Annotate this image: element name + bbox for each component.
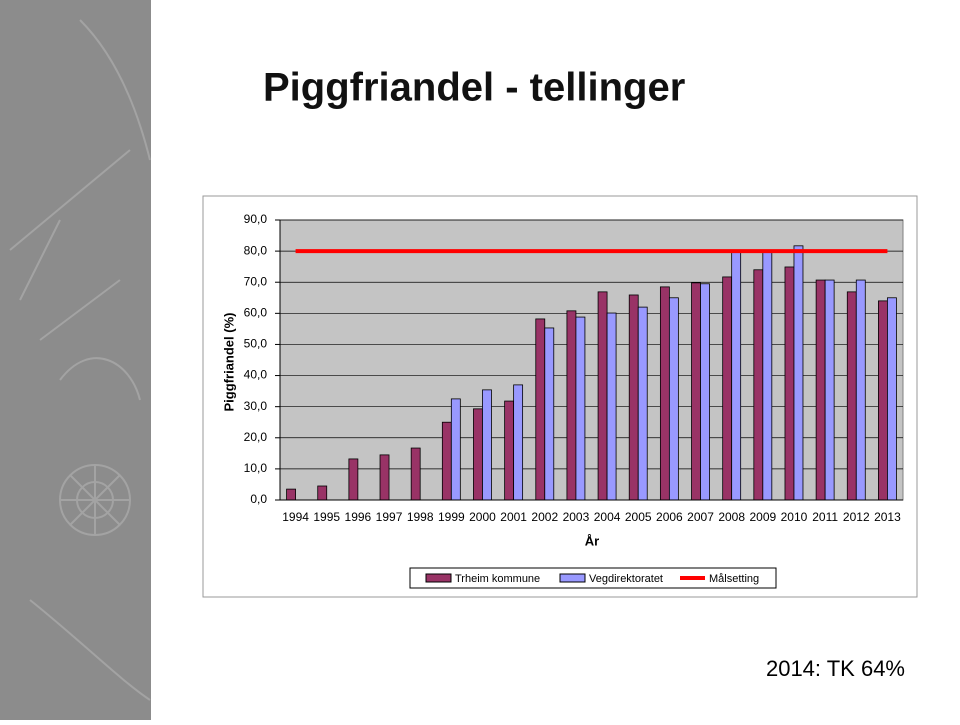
y-tick-label: 0,0 xyxy=(250,492,267,506)
x-tick-label: 2006 xyxy=(656,510,683,524)
x-tick-label: 2000 xyxy=(469,510,496,524)
bar xyxy=(441,421,452,501)
bar xyxy=(793,245,804,501)
bar xyxy=(628,294,639,501)
y-tick-label: 60,0 xyxy=(244,306,268,320)
x-tick-label: 1997 xyxy=(376,510,403,524)
x-tick-label: 1998 xyxy=(407,510,434,524)
bar xyxy=(597,291,608,501)
x-tick-label: 2007 xyxy=(687,510,714,524)
slide-title: Piggfriandel - tellinger xyxy=(263,66,685,110)
x-tick-label: 2005 xyxy=(625,510,652,524)
bar xyxy=(504,400,515,501)
bar xyxy=(878,300,888,501)
x-tick-label: 2003 xyxy=(563,510,590,524)
bar xyxy=(855,279,866,501)
y-axis-title: Piggfriandel (%) xyxy=(221,313,236,412)
bar xyxy=(691,282,701,501)
decor xyxy=(9,19,151,701)
x-tick-label: 1996 xyxy=(345,510,372,524)
y-tick-label: 90,0 xyxy=(244,212,268,226)
bar xyxy=(887,297,897,501)
legend-label: Vegdirektoratet xyxy=(589,573,663,585)
annotation: 2014: TK 64% xyxy=(766,656,905,681)
bar xyxy=(637,306,648,501)
y-tick-label: 30,0 xyxy=(244,399,268,413)
legend-label: Målsetting xyxy=(709,573,759,585)
x-tick-label: 1995 xyxy=(313,510,340,524)
bar xyxy=(846,291,857,501)
bar xyxy=(348,458,359,501)
bar xyxy=(535,318,546,501)
legend-swatch xyxy=(559,573,586,583)
legend-label: Trheim kommune xyxy=(455,573,540,585)
bar xyxy=(700,283,710,501)
bar xyxy=(762,250,773,501)
bar xyxy=(450,398,461,501)
bar xyxy=(544,327,555,501)
legend-swatch xyxy=(425,573,452,583)
bar xyxy=(317,485,328,501)
y-tick-label: 40,0 xyxy=(244,368,268,382)
bar xyxy=(410,447,421,501)
bar xyxy=(379,454,390,501)
x-tick-label: 2012 xyxy=(843,510,870,524)
bar xyxy=(575,316,586,501)
x-tick-label: 2011 xyxy=(812,510,838,524)
bar xyxy=(286,488,296,501)
y-tick-label: 80,0 xyxy=(244,243,268,257)
bar xyxy=(606,312,617,501)
y-tick-label: 10,0 xyxy=(244,461,268,475)
bar xyxy=(482,389,492,501)
x-tick-label: 1999 xyxy=(438,510,465,524)
bar xyxy=(753,269,764,501)
x-tick-label: 2009 xyxy=(749,510,776,524)
bar xyxy=(815,279,826,501)
bar xyxy=(659,286,670,501)
bar xyxy=(731,250,742,501)
x-tick-label: 2004 xyxy=(594,510,621,524)
y-tick-label: 50,0 xyxy=(244,337,268,351)
x-tick-label: 2002 xyxy=(531,510,558,524)
side-strip xyxy=(0,0,151,720)
y-tick-label: 70,0 xyxy=(244,274,268,288)
bar xyxy=(784,266,795,501)
x-tick-label: 1994 xyxy=(282,510,309,524)
x-axis-title: År xyxy=(585,533,599,548)
y-tick-label: 20,0 xyxy=(244,430,268,444)
legend-box xyxy=(409,567,777,589)
bar xyxy=(722,276,733,501)
bar xyxy=(473,408,483,501)
bar xyxy=(668,297,679,501)
x-tick-label: 2013 xyxy=(874,510,901,524)
x-tick-label: 2010 xyxy=(781,510,808,524)
bar xyxy=(824,279,835,501)
bar xyxy=(566,310,577,501)
plot-area xyxy=(279,219,904,501)
x-tick-label: 2001 xyxy=(500,510,527,524)
bar xyxy=(513,384,524,501)
x-tick-label: 2008 xyxy=(718,510,745,524)
